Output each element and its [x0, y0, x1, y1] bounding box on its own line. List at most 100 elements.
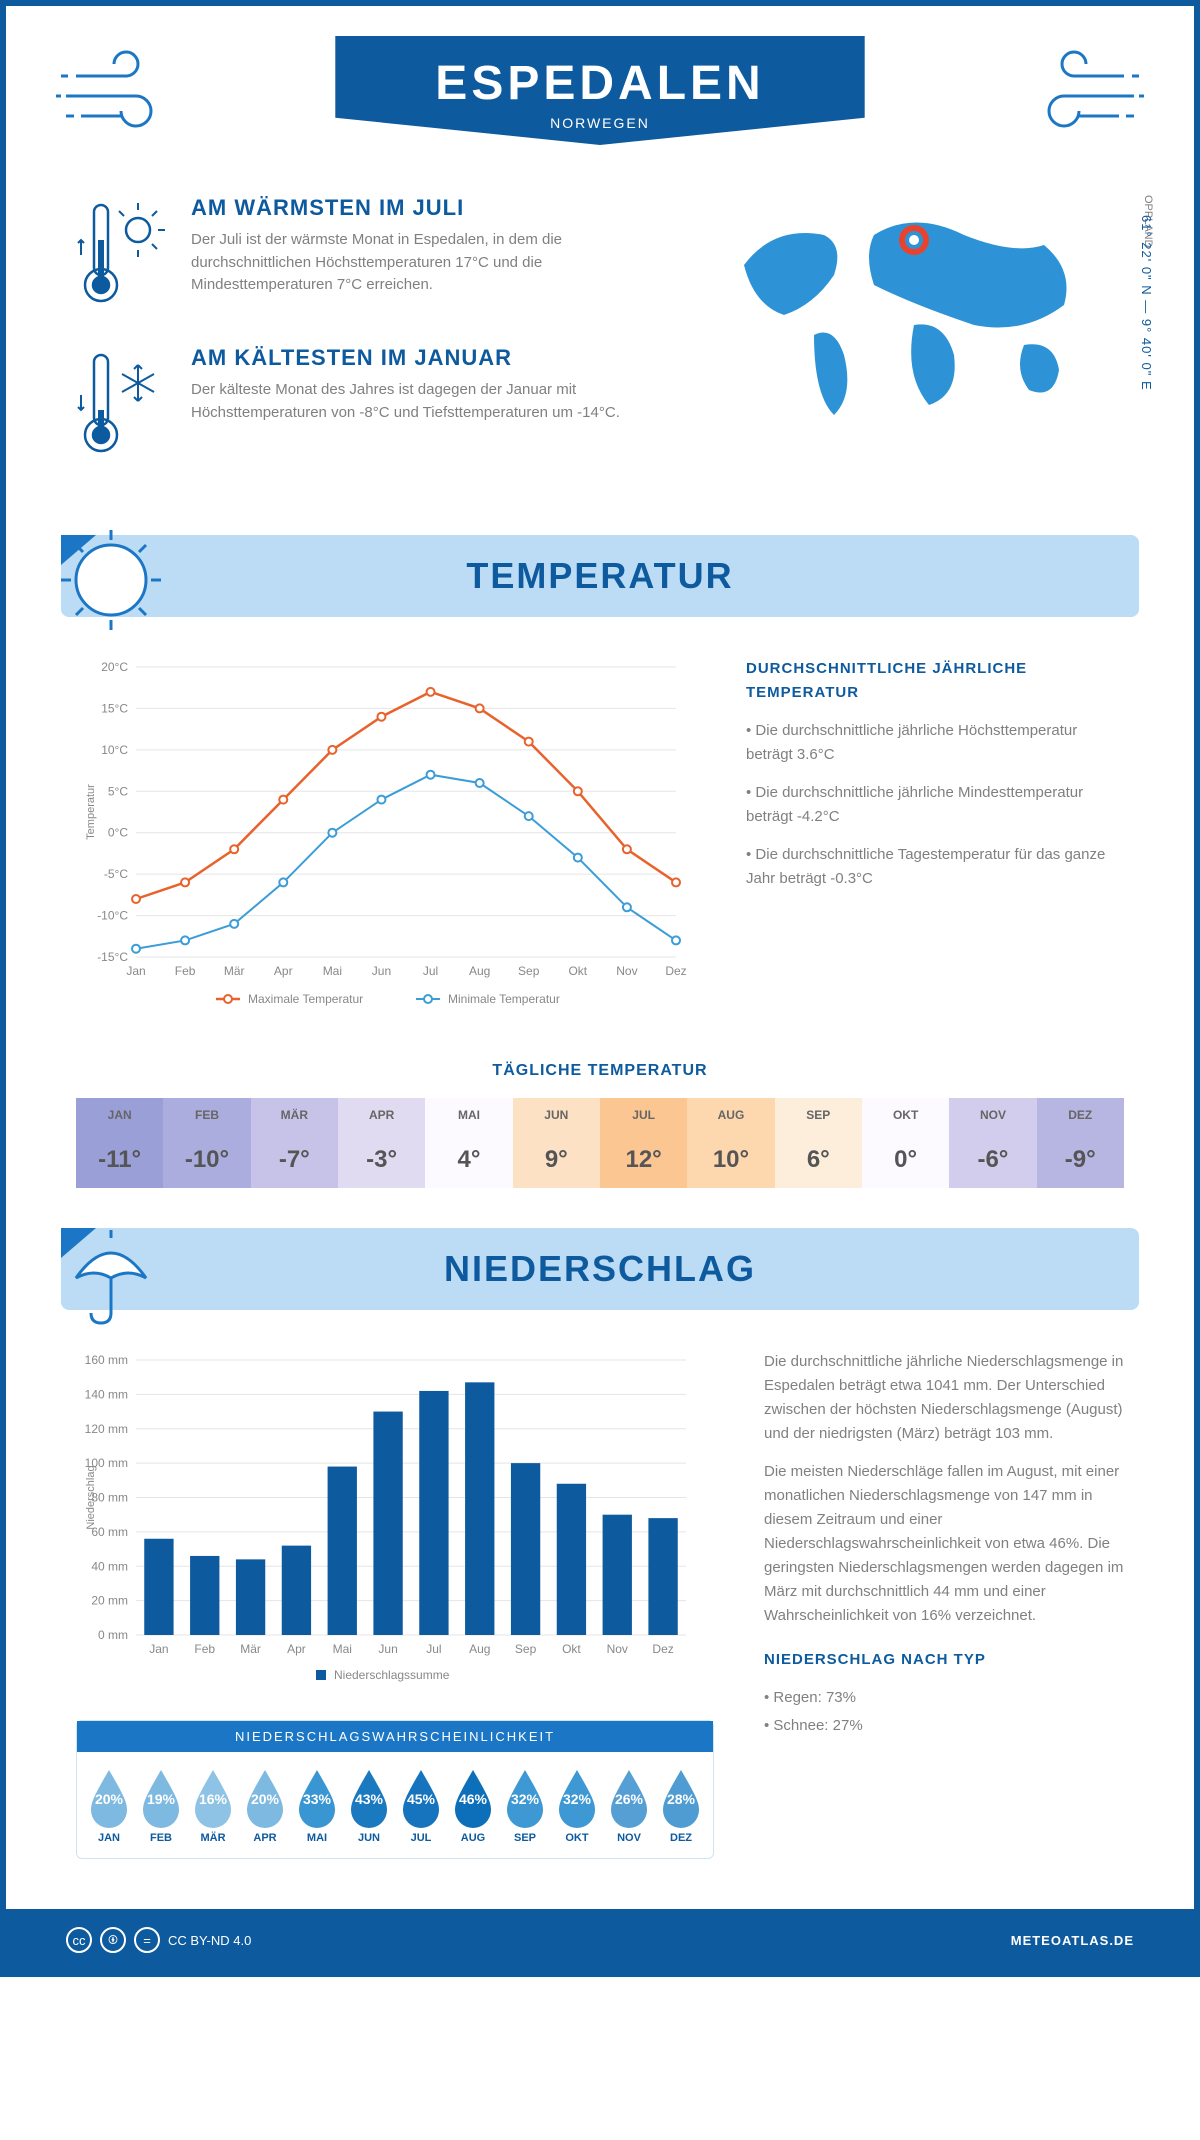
nd-icon: = — [134, 1927, 160, 1953]
svg-text:Minimale Temperatur: Minimale Temperatur — [448, 992, 560, 1006]
prob-cell: 32%OKT — [553, 1766, 601, 1844]
svg-text:Mai: Mai — [333, 1642, 352, 1656]
warm-fact: AM WÄRMSTEN IM JULI Der Juli ist der wär… — [76, 195, 664, 315]
prob-title: NIEDERSCHLAGSWAHRSCHEINLICHKEIT — [77, 1721, 713, 1752]
precip-rain: • Regen: 73% — [764, 1686, 1124, 1710]
svg-text:Jul: Jul — [423, 964, 438, 978]
daily-cell: AUG10° — [687, 1098, 774, 1188]
svg-text:Mai: Mai — [323, 964, 342, 978]
svg-text:Feb: Feb — [175, 964, 196, 978]
sun-icon — [56, 525, 166, 635]
daily-temp: TÄGLICHE TEMPERATUR JAN-11°FEB-10°MÄR-7°… — [6, 1062, 1194, 1228]
svg-text:0 mm: 0 mm — [98, 1628, 128, 1642]
precip-bar-chart: 0 mm20 mm40 mm60 mm80 mm100 mm120 mm140 … — [76, 1350, 696, 1690]
temp-b2: • Die durchschnittliche jährliche Mindes… — [746, 781, 1124, 829]
svg-text:-10°C: -10°C — [97, 909, 128, 923]
warm-text: Der Juli ist der wärmste Monat in Espeda… — [191, 229, 664, 297]
svg-text:Temperatur: Temperatur — [85, 784, 97, 840]
map-svg — [704, 195, 1124, 435]
svg-text:Okt: Okt — [562, 1642, 581, 1656]
license: cc 🅯 = CC BY-ND 4.0 — [66, 1927, 251, 1953]
svg-text:Nov: Nov — [616, 964, 637, 978]
thermometer-sun-icon — [76, 195, 166, 315]
svg-text:0°C: 0°C — [108, 826, 128, 840]
wind-icon — [56, 46, 176, 146]
svg-text:Nov: Nov — [607, 1642, 628, 1656]
cold-fact: AM KÄLTESTEN IM JANUAR Der kälteste Mona… — [76, 345, 664, 465]
daily-cell: APR-3° — [338, 1098, 425, 1188]
daily-cell: OKT0° — [862, 1098, 949, 1188]
prob-cell: 28%DEZ — [657, 1766, 705, 1844]
infographic-page: ESPEDALEN NORWEGEN AM WÄRMSTEN IM JULI D… — [0, 0, 1200, 1977]
prob-cell: 19%FEB — [137, 1766, 185, 1844]
prob-cell: 26%NOV — [605, 1766, 653, 1844]
cold-title: AM KÄLTESTEN IM JANUAR — [191, 345, 664, 371]
daily-cell: DEZ-9° — [1037, 1098, 1124, 1188]
umbrella-icon — [56, 1218, 166, 1328]
svg-text:Dez: Dez — [652, 1642, 673, 1656]
svg-text:10°C: 10°C — [101, 743, 128, 757]
title-banner: ESPEDALEN NORWEGEN — [335, 36, 864, 145]
world-map: OPPLAND 61° 22' 0" N — 9° 40' 0" E — [704, 195, 1124, 495]
prob-box: NIEDERSCHLAGSWAHRSCHEINLICHKEIT 20%JAN19… — [76, 1720, 714, 1859]
daily-cell: SEP6° — [775, 1098, 862, 1188]
daily-cell: FEB-10° — [163, 1098, 250, 1188]
coords-label: 61° 22' 0" N — 9° 40' 0" E — [1139, 215, 1154, 391]
svg-text:5°C: 5°C — [108, 784, 128, 798]
temp-section-header: TEMPERATUR — [61, 535, 1139, 617]
svg-text:Aug: Aug — [469, 964, 490, 978]
precip-type-title: NIEDERSCHLAG NACH TYP — [764, 1648, 1124, 1672]
svg-text:160 mm: 160 mm — [85, 1353, 128, 1367]
svg-text:Jan: Jan — [149, 1642, 168, 1656]
intro: AM WÄRMSTEN IM JULI Der Juli ist der wär… — [6, 165, 1194, 535]
daily-cell: MÄR-7° — [251, 1098, 338, 1188]
by-icon: 🅯 — [100, 1927, 126, 1953]
svg-text:Sep: Sep — [515, 1642, 537, 1656]
precip-title: NIEDERSCHLAG — [181, 1248, 1139, 1290]
temp-content: -15°C-10°C-5°C0°C5°C10°C15°C20°CJanFebMä… — [6, 617, 1194, 1062]
svg-text:Feb: Feb — [194, 1642, 215, 1656]
svg-text:Mär: Mär — [240, 1642, 261, 1656]
svg-text:Jul: Jul — [426, 1642, 441, 1656]
warm-title: AM WÄRMSTEN IM JULI — [191, 195, 664, 221]
daily-cell: MAI4° — [425, 1098, 512, 1188]
svg-text:Okt: Okt — [568, 964, 587, 978]
svg-text:Jun: Jun — [378, 1642, 397, 1656]
location-title: ESPEDALEN — [435, 56, 764, 111]
daily-title: TÄGLICHE TEMPERATUR — [76, 1062, 1124, 1080]
temp-title: TEMPERATUR — [181, 555, 1139, 597]
svg-text:20°C: 20°C — [101, 660, 128, 674]
svg-text:140 mm: 140 mm — [85, 1387, 128, 1401]
cc-icon: cc — [66, 1927, 92, 1953]
svg-text:-5°C: -5°C — [104, 867, 128, 881]
prob-cell: 16%MÄR — [189, 1766, 237, 1844]
precip-p2: Die meisten Niederschläge fallen im Augu… — [764, 1460, 1124, 1628]
svg-text:Apr: Apr — [287, 1642, 306, 1656]
prob-cell: 45%JUL — [397, 1766, 445, 1844]
temp-b1: • Die durchschnittliche jährliche Höchst… — [746, 719, 1124, 767]
temp-line-chart: -15°C-10°C-5°C0°C5°C10°C15°C20°CJanFebMä… — [76, 657, 696, 1017]
svg-text:Dez: Dez — [665, 964, 686, 978]
daily-cell: NOV-6° — [949, 1098, 1036, 1188]
svg-text:40 mm: 40 mm — [91, 1559, 128, 1573]
svg-text:Jun: Jun — [372, 964, 391, 978]
prob-cell: 20%JAN — [85, 1766, 133, 1844]
daily-cell: JUL12° — [600, 1098, 687, 1188]
prob-cell: 32%SEP — [501, 1766, 549, 1844]
prob-cell: 43%JUN — [345, 1766, 393, 1844]
temp-side-title: DURCHSCHNITTLICHE JÄHRLICHE TEMPERATUR — [746, 657, 1124, 705]
country: NORWEGEN — [435, 115, 764, 131]
precip-p1: Die durchschnittliche jährliche Niedersc… — [764, 1350, 1124, 1446]
precip-content: 0 mm20 mm40 mm60 mm80 mm100 mm120 mm140 … — [6, 1310, 1194, 1909]
svg-text:120 mm: 120 mm — [85, 1422, 128, 1436]
svg-text:Niederschlag: Niederschlag — [85, 1465, 97, 1529]
svg-text:15°C: 15°C — [101, 701, 128, 715]
svg-text:20 mm: 20 mm — [91, 1594, 128, 1608]
prob-cell: 20%APR — [241, 1766, 289, 1844]
daily-cell: JAN-11° — [76, 1098, 163, 1188]
site-name: METEOATLAS.DE — [1011, 1933, 1134, 1948]
precip-snow: • Schnee: 27% — [764, 1714, 1124, 1738]
svg-text:Mär: Mär — [224, 964, 245, 978]
license-text: CC BY-ND 4.0 — [168, 1933, 251, 1948]
svg-text:Jan: Jan — [126, 964, 145, 978]
